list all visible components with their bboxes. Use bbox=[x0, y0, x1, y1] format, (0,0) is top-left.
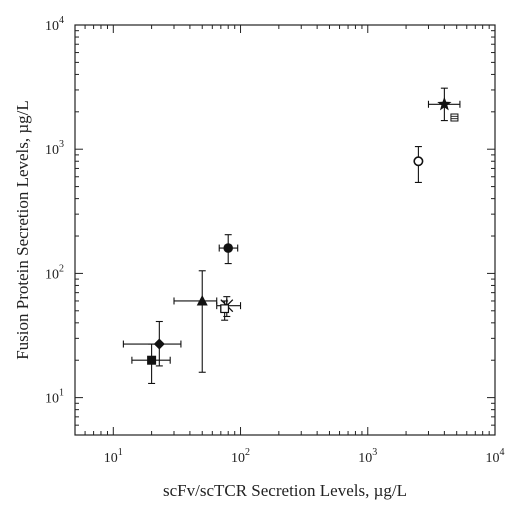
marker-square-filled bbox=[147, 355, 157, 365]
data-point-square-filled bbox=[131, 343, 171, 385]
marker-star-filled bbox=[437, 96, 452, 111]
marker-hatch-lines bbox=[450, 115, 458, 120]
x-tick-label: 104 bbox=[486, 447, 505, 466]
y-axis-title: Fusion Protein Secretion Levels, µg/L bbox=[13, 100, 32, 360]
x-tick-label: 102 bbox=[231, 447, 250, 466]
y-tick-label: 104 bbox=[45, 15, 64, 34]
data-point-circle-filled bbox=[218, 234, 239, 265]
axis-tick-labels: 101 102 103 104 101 102 103 104 bbox=[45, 15, 505, 466]
y-tick-label: 102 bbox=[45, 263, 64, 282]
data-point-diamond-filled bbox=[122, 320, 182, 367]
x-tick-label: 101 bbox=[104, 447, 123, 466]
marker-diamond-filled bbox=[153, 338, 165, 350]
data-point-star-filled bbox=[427, 87, 461, 122]
y-tick-label: 101 bbox=[45, 388, 64, 407]
x-axis-title: scFv/scTCR Secretion Levels, µg/L bbox=[163, 481, 407, 500]
data-point-circle-open bbox=[413, 146, 424, 183]
data-points bbox=[122, 87, 461, 385]
data-point-square-hatched bbox=[450, 113, 459, 122]
x-tick-label: 103 bbox=[358, 447, 377, 466]
axis-ticks bbox=[74, 24, 496, 436]
marker-square-open bbox=[220, 304, 230, 314]
data-point-triangle-filled bbox=[173, 270, 218, 373]
data-point-square-open bbox=[220, 300, 230, 321]
plot-frame bbox=[74, 24, 496, 436]
marker-triangle-filled bbox=[196, 294, 208, 306]
y-tick-label: 103 bbox=[45, 139, 64, 158]
marker-square-hatched bbox=[450, 113, 459, 122]
marker-circle-open bbox=[413, 156, 424, 167]
marker-circle-filled bbox=[223, 243, 234, 253]
